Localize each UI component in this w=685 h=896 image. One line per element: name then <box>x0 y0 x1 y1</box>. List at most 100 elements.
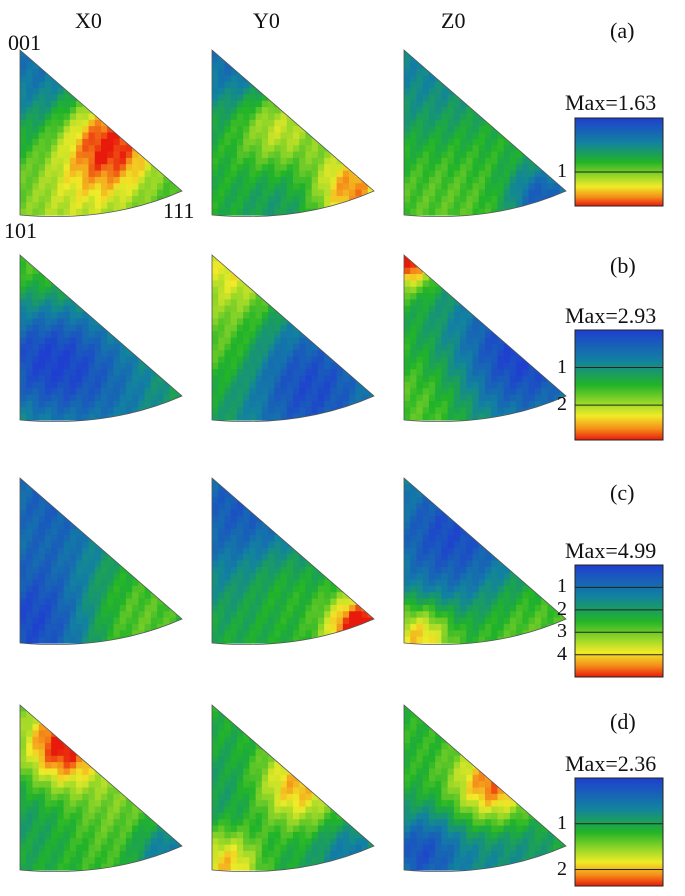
ipf-cell <box>528 280 536 288</box>
ipf-cell <box>349 126 356 134</box>
ipf-cell <box>472 369 480 377</box>
ipf-cell <box>26 164 34 172</box>
ipf-cell <box>101 516 108 524</box>
ipf-cell <box>355 255 363 262</box>
ipf-cell <box>547 107 555 115</box>
ipf-cell <box>230 293 238 301</box>
ipf-cell <box>286 267 294 275</box>
ipf-cell <box>212 113 219 121</box>
ipf-cell <box>243 503 250 511</box>
ipf-cell <box>286 375 294 383</box>
ipf-cell <box>342 100 350 108</box>
ipf-cell <box>101 579 108 587</box>
ipf-cell <box>317 255 325 262</box>
ipf-cell <box>132 407 139 415</box>
ipf-cell <box>361 305 369 313</box>
ipf-cell <box>293 407 300 415</box>
ipf-cell <box>559 202 566 210</box>
ipf-cell <box>230 100 238 108</box>
ipf-cell <box>63 183 71 191</box>
ipf-cell <box>503 267 511 275</box>
ipf-cell <box>163 255 171 262</box>
ipf-cell <box>119 261 127 269</box>
ipf-cell <box>157 381 164 389</box>
ipf-cell <box>82 400 90 408</box>
ipf-cell <box>472 81 480 89</box>
ipf-cell <box>410 69 418 76</box>
ipf-cell <box>361 413 369 421</box>
ipf-cell <box>342 62 350 70</box>
ipf-cell <box>478 312 486 320</box>
ipf-cell <box>553 107 561 115</box>
ipf-cell <box>230 547 238 555</box>
ipf-cell <box>138 305 146 313</box>
ipf-cell <box>69 585 77 593</box>
ipf-cell <box>224 299 232 307</box>
ipf-cell <box>20 337 27 345</box>
ipf-cell <box>144 293 152 301</box>
ipf-cell <box>230 126 238 134</box>
ipf-cell <box>261 388 269 396</box>
ipf-cell <box>51 541 58 549</box>
ipf-cell <box>274 157 282 165</box>
ipf-cell <box>249 195 257 203</box>
ipf-cell <box>410 132 418 140</box>
ipf-cell <box>44 362 52 370</box>
ipf-cell <box>88 255 96 262</box>
ipf-cell <box>51 208 58 216</box>
ipf-cell <box>317 388 325 396</box>
ipf-cell <box>280 202 288 210</box>
ipf-cell <box>491 75 499 83</box>
ipf-cell <box>107 113 115 121</box>
ipf-cell <box>243 81 250 89</box>
ipf-cell <box>503 75 511 83</box>
ipf-cell <box>44 189 52 197</box>
ipf-cell <box>88 267 96 275</box>
ipf-cell <box>428 407 436 415</box>
ipf-cell <box>472 331 480 339</box>
ipf-cell <box>132 554 139 562</box>
ipf-cell <box>44 75 52 83</box>
ipf-cell <box>20 157 27 165</box>
ipf-cell <box>163 261 171 269</box>
ipf-cell <box>113 350 121 358</box>
ipf-cell <box>516 100 523 108</box>
ipf-cell <box>516 280 523 288</box>
ipf-cell <box>150 350 158 358</box>
ipf-cell <box>478 176 486 184</box>
ipf-cell <box>57 356 65 364</box>
ipf-cell <box>243 202 250 210</box>
ipf-cell <box>416 157 424 165</box>
ipf-cell <box>38 579 46 587</box>
ipf-cell <box>466 208 474 216</box>
ipf-cell <box>293 107 300 115</box>
ipf-cell <box>218 554 226 562</box>
ipf-cell <box>466 132 474 140</box>
ipf-cell <box>44 535 52 543</box>
ipf-cell <box>94 413 102 421</box>
ipf-cell <box>410 337 418 345</box>
ipf-cell <box>212 119 219 127</box>
ipf-cell <box>522 119 530 127</box>
ipf-cell <box>485 331 492 339</box>
ipf-cell <box>441 176 449 184</box>
ipf-cell <box>349 176 356 184</box>
ipf-cell <box>336 375 344 383</box>
ipf-cell <box>553 50 561 57</box>
ipf-cell <box>230 255 238 262</box>
ipf-cell <box>82 478 90 485</box>
ipf-cell <box>38 75 46 83</box>
ipf-cell <box>157 566 164 574</box>
ipf-cell <box>416 394 424 402</box>
ipf-cell <box>138 208 146 216</box>
ipf-cell <box>26 138 34 146</box>
ipf-cell <box>51 560 58 568</box>
ipf-cell <box>94 81 102 89</box>
ipf-cell <box>559 151 566 159</box>
ipf-cell <box>69 208 77 216</box>
ipf-cell <box>317 394 325 402</box>
ipf-cell <box>330 151 338 159</box>
ipf-cell <box>157 573 164 581</box>
ipf-cell <box>472 189 480 197</box>
ipf-cell <box>330 293 338 301</box>
